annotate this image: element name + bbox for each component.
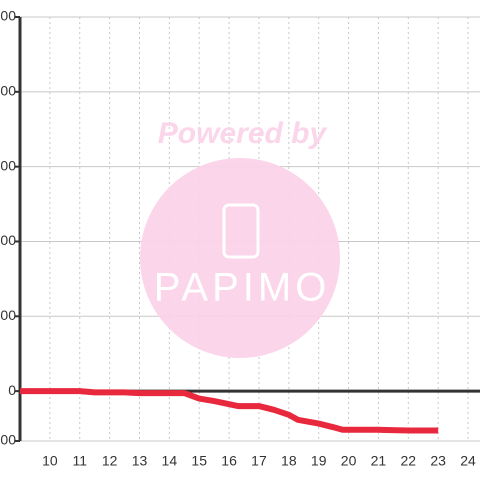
plot: -20,000 0 30,000 60,000 90,000 120,000 150,000… [0, 8, 480, 469]
x-tick-label: 21 [371, 453, 387, 469]
y-tick-label: 120,000 [0, 83, 16, 99]
x-tick-label: 19 [311, 453, 327, 469]
y-tick-label: 30,000 [0, 307, 16, 323]
y-tick-label: 0 [8, 382, 16, 398]
x-tick-label: 13 [132, 453, 148, 469]
y-tick-label: 60,000 [0, 232, 16, 248]
x-tick-label: 20 [341, 453, 357, 469]
series-line [20, 388, 439, 434]
y-tick-label: 150,000 [0, 8, 16, 24]
x-tick-label: 16 [221, 453, 237, 469]
x-tick-label: 15 [191, 453, 207, 469]
x-tick-label: 10 [42, 453, 58, 469]
watermark-top: Powered by [158, 117, 328, 150]
watermark-phone [222, 203, 260, 259]
x-tick-label: 23 [430, 453, 446, 469]
x-tick-label: 24 [460, 453, 476, 469]
x-tick-label: 17 [251, 453, 267, 469]
x-tick-label: 14 [162, 453, 178, 469]
x-tick-label: 11 [72, 453, 87, 469]
x-tick-label: 18 [281, 453, 297, 469]
x-tick-label: 12 [102, 453, 118, 469]
x-tick-label: 22 [401, 453, 417, 469]
y-tick-label: -20,000 [0, 432, 16, 448]
watermark: Powered by PAPIMO [140, 117, 340, 358]
watermark-brand: PAPIMO [154, 266, 331, 310]
y-tick-label: 90,000 [0, 157, 16, 173]
